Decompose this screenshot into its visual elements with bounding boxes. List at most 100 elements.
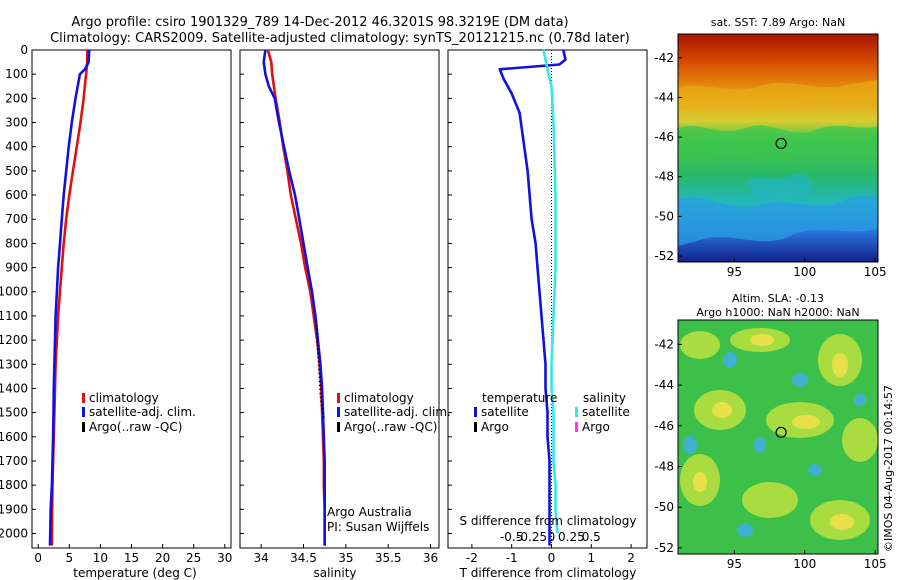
argo-position-marker — [775, 137, 787, 150]
x-tick-label: 34 — [254, 551, 269, 565]
sla-map-image — [678, 320, 878, 554]
x-tick-label: 30 — [217, 551, 232, 565]
depth-tick-label: 900 — [5, 261, 28, 275]
sst-map-frame — [677, 33, 879, 263]
x-tick-label: 35 — [338, 551, 353, 565]
legend-swatch-climatology — [82, 393, 85, 403]
x-tick-label: 2 — [627, 551, 635, 565]
sla-map-title-line1: Altim. SLA: -0.13 — [732, 292, 824, 305]
legend-label-sal-argo: Argo — [582, 420, 610, 434]
lat-tick-label: -52 — [654, 541, 674, 555]
legend-swatch-sal-argo — [575, 422, 578, 432]
lat-tick-label: -42 — [654, 51, 674, 65]
legend-label-climatology: climatology — [89, 391, 159, 405]
annotation-pi: PI: Susan Wijffels — [327, 520, 429, 534]
depth-tick-label: 400 — [5, 140, 28, 154]
temperature-curves — [48, 49, 91, 546]
x-tick-label: 0 — [34, 551, 42, 565]
legend-label-sal-satellite: satellite — [582, 405, 630, 419]
depth-tick-label: 1900 — [0, 502, 28, 516]
lat-tick-label: -46 — [654, 419, 674, 433]
secondary-tick-label: -0.5 — [500, 530, 523, 544]
salinity-plot-frame — [239, 49, 440, 549]
depth-tick-label: 500 — [5, 164, 28, 178]
legend-label-temp-argo: Argo — [481, 420, 509, 434]
sst-map-title: sat. SST: 7.89 Argo: NaN — [711, 16, 845, 29]
lat-tick-label: -46 — [654, 130, 674, 144]
depth-tick-label: 800 — [5, 236, 28, 250]
lon-tick-label: 95 — [727, 557, 742, 571]
depth-tick-label: 1200 — [0, 333, 28, 347]
x-tick-label: 35.5 — [375, 551, 402, 565]
difference-plot-frame — [447, 49, 648, 549]
series-line-argo-raw-qc- — [315, 320, 325, 418]
lon-tick-label: 105 — [864, 557, 887, 571]
series-line-temperature-satellite — [498, 49, 567, 546]
secondary-tick-label: -0.25 — [516, 530, 547, 544]
difference-legend: temperature salinity satellite Argo sate… — [474, 391, 630, 434]
depth-tick-label: 2000 — [0, 526, 28, 540]
lat-tick-label: -48 — [654, 170, 674, 184]
x-tick-label: 36 — [423, 551, 438, 565]
lat-tick-label: -44 — [654, 90, 674, 104]
lat-tick-label: -44 — [654, 378, 674, 392]
legend-label-climatology: climatology — [344, 391, 414, 405]
salinity-curves — [262, 49, 327, 546]
depth-tick-label: 300 — [5, 116, 28, 130]
temperature-x-axis: 0 5 10 15 20 25 30 — [34, 544, 232, 565]
lat-tick-label: -52 — [654, 249, 674, 263]
depth-tick-label: 1800 — [0, 478, 28, 492]
depth-tick-label: 1500 — [0, 406, 28, 420]
difference-curves — [498, 49, 567, 546]
x-tick-label: 1 — [587, 551, 595, 565]
series-line-salinity-satellite — [542, 49, 559, 534]
depth-axis: 0 100 200 300 400 500 600 700 800 900 1000 1100 1200… — [0, 43, 452, 540]
argo-position-marker — [775, 426, 787, 438]
legend-label-satellite: satellite-adj. clim. — [344, 405, 451, 419]
temperature-plot-frame — [31, 49, 232, 549]
depth-tick-label: 0 — [20, 43, 28, 57]
x-tick-label: 10 — [93, 551, 108, 565]
lat-tick-label: -50 — [654, 500, 674, 514]
x-tick-label: 5 — [65, 551, 73, 565]
legend-title-salinity: salinity — [583, 391, 626, 405]
annotation-institution: Argo Australia — [327, 505, 412, 519]
lon-tick-label: 100 — [793, 557, 816, 571]
salinity-legend: climatology satellite-adj. clim. Argo(..… — [327, 391, 451, 534]
x-tick-label: 20 — [155, 551, 170, 565]
x-tick-label: 0 — [548, 551, 556, 565]
legend-swatch-temp-argo — [474, 422, 477, 432]
sla-map-axes: 95 100 105 -42 -44 -46 -48 -50 -52 — [654, 337, 886, 571]
lon-tick-label: 105 — [864, 265, 887, 279]
difference-secondary-label: S difference from climatology — [460, 514, 637, 528]
legend-swatch-temp-satellite — [474, 407, 477, 417]
legend-swatch-satellite — [82, 407, 85, 417]
legend-swatch-climatology — [337, 393, 340, 403]
x-tick-label: -2 — [466, 551, 478, 565]
legend-title-temperature: temperature — [482, 391, 557, 405]
imos-watermark: ©IMOS 04-Aug-2017 00:14:57 — [882, 385, 895, 552]
legend-swatch-argo — [337, 422, 340, 432]
x-tick-label: 25 — [186, 551, 201, 565]
header-title-line1: Argo profile: csiro 1901329_789 14-Dec-2… — [71, 15, 568, 30]
salinity-x-label: salinity — [313, 566, 356, 580]
secondary-tick-label: 0.5 — [582, 530, 601, 544]
header-title-line2: Climatology: CARS2009. Satellite-adjuste… — [50, 31, 630, 46]
difference-x-label: T difference from climatology — [459, 566, 637, 580]
lat-tick-label: -50 — [654, 209, 674, 223]
temperature-x-label: temperature (deg C) — [73, 566, 196, 580]
depth-tick-label: 1700 — [0, 454, 28, 468]
x-tick-label: 34.5 — [290, 551, 317, 565]
salinity-x-axis: 34 34.5 35 35.5 36 — [254, 544, 438, 565]
depth-tick-label: 200 — [5, 91, 28, 105]
depth-tick-label: 1100 — [0, 309, 28, 323]
legend-swatch-argo — [82, 422, 85, 432]
sst-map-image — [678, 34, 878, 262]
series-line-climatology — [266, 49, 327, 546]
sla-map-title-line2: Argo h1000: NaN h2000: NaN — [696, 306, 859, 319]
legend-label-temp-satellite: satellite — [481, 405, 529, 419]
legend-label-argo: Argo(..raw -QC) — [344, 420, 437, 434]
depth-tick-label: 100 — [5, 67, 28, 81]
